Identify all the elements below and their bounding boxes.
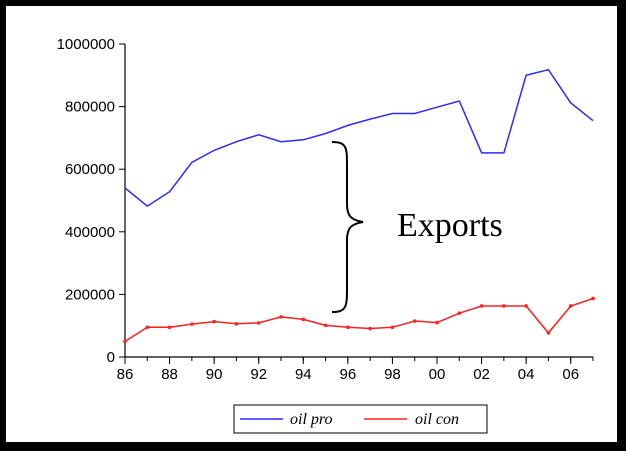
y-tick-label: 400000 [65,224,115,241]
series [123,68,595,344]
exports-annotation: Exports [331,141,503,313]
axes [124,44,593,358]
data-point [323,323,328,328]
data-point [256,321,261,325]
y-ticks: 0 200000 400000 600000 800000 1000000 [57,36,125,366]
y-tick-label: 200000 [65,286,115,303]
data-point [435,320,439,325]
data-point [546,331,551,335]
legend: oil pro oil con [233,404,488,434]
annotation-exports: Exports [397,207,503,244]
data-point [301,317,306,322]
x-tick-label: 04 [518,366,535,383]
y-tick-label: 1000000 [57,36,115,53]
data-point [502,304,506,308]
line-chart: 0 200000 400000 600000 800000 1000000 86 88 90 9… [57,36,595,434]
x-tick-label: 00 [429,366,446,383]
data-point [368,326,372,331]
data-point [457,311,462,315]
x-tick-label: 88 [161,366,178,383]
x-tick-label: 02 [473,366,490,383]
data-point [212,319,216,324]
y-tick-label: 800000 [65,99,115,116]
x-tick-label: 92 [250,366,267,383]
data-point [190,322,194,326]
data-point [234,322,239,326]
y-tick-label: 600000 [65,161,115,178]
data-point [346,325,350,330]
data-point [524,304,528,308]
x-tick-label: 86 [117,366,134,383]
data-point [479,304,484,308]
x-tick-label: 90 [206,366,223,383]
series-line-oil-pro [124,68,594,208]
data-point [279,315,283,319]
series-line-oil-con [124,297,594,343]
data-point [568,304,573,308]
data-point [145,325,150,330]
data-point [591,296,595,301]
data-point [123,339,127,344]
legend-label-oil-con: oil con [415,411,459,428]
data-point [390,325,395,330]
y-tick-label: 0 [107,349,115,366]
legend-label-oil-pro: oil pro [290,411,333,428]
legend-box [233,404,488,434]
x-tick-label: 06 [562,366,579,383]
x-tick-label: 94 [295,366,312,383]
data-point [167,325,172,330]
x-ticks: 86 88 90 92 94 96 98 00 02 04 06 [117,357,594,383]
x-tick-label: 98 [384,366,401,383]
curly-brace [331,141,364,313]
x-tick-label: 96 [340,366,357,383]
data-point [412,319,417,323]
